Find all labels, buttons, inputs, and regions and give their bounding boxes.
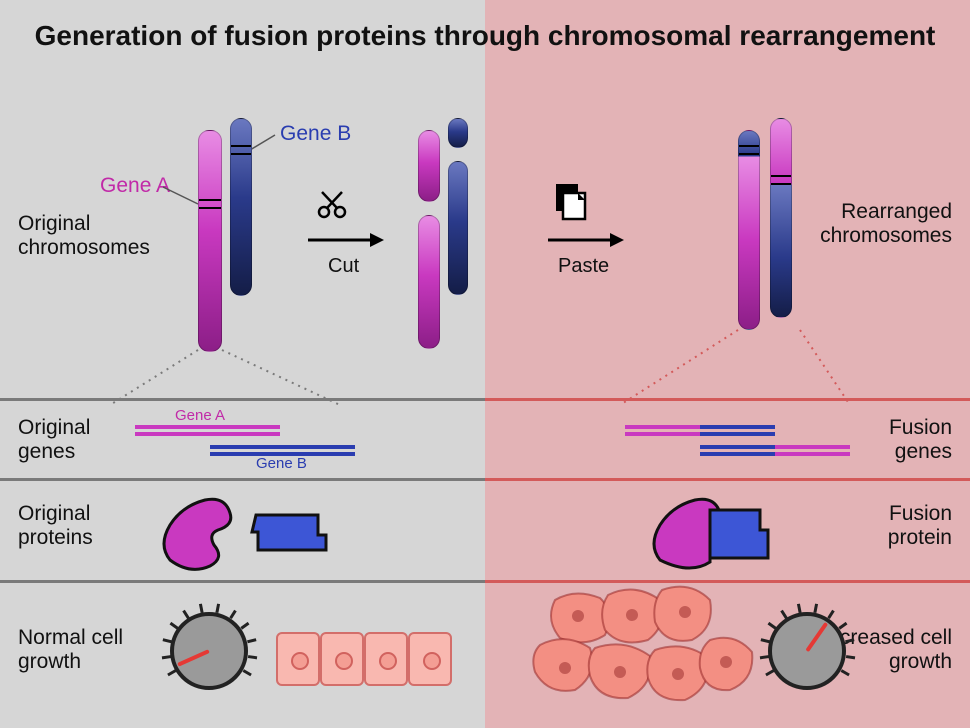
main-title: Generation of fusion proteins through ch… [0,20,970,52]
gene-line-a-1 [135,425,280,429]
divider-2 [0,478,970,481]
chromosome-rearranged-left [738,130,760,330]
label-original-chromosomes: Original chromosomes [18,212,168,260]
fusion-gene-2a [700,445,775,449]
gene-a-small: Gene A [175,407,225,424]
label-gene-a: Gene A [100,174,170,198]
label-normal-growth: Normal cell growth [18,626,148,674]
chromosome-cut-b-top [448,118,468,148]
gene-b-small: Gene B [256,455,307,472]
label-paste: Paste [558,255,609,278]
chromosome-cut-b-bottom [448,161,468,295]
divider-3 [0,580,970,583]
fusion-gene-1b [700,425,775,429]
label-cut: Cut [328,255,359,278]
chromosome-rearranged-right [770,118,792,318]
fusion-gene-1b2 [700,432,775,436]
fusion-gene-1a2 [625,432,700,436]
label-gene-b: Gene B [280,122,351,146]
gauge-normal [162,604,256,698]
label-fusion-genes: Fusion genes [832,416,952,464]
fusion-gene-2b [775,445,850,449]
label-original-genes: Original genes [18,416,138,464]
fusion-gene-1a [625,425,700,429]
chromosome-original-b [230,118,252,296]
divider-1 [0,398,970,401]
gene-line-b-1 [210,445,355,449]
label-fusion-protein: Fusion protein [832,502,952,550]
background-right [485,0,970,728]
chromosome-cut-a-bottom [418,215,440,349]
gene-line-a-2 [135,432,280,436]
label-original-proteins: Original proteins [18,502,138,550]
fusion-gene-2a2 [700,452,775,456]
chromosome-cut-a-top [418,130,440,202]
chromosome-original-a [198,130,222,352]
fusion-gene-2b2 [775,452,850,456]
gauge-increased [760,604,854,698]
label-rearranged-chromosomes: Rearranged chromosomes [802,200,952,248]
